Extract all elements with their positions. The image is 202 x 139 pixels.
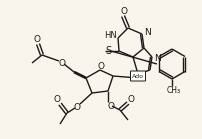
Text: O: O [73, 102, 80, 111]
Text: O: O [107, 101, 114, 111]
Text: N: N [144, 28, 151, 37]
Text: S: S [104, 46, 110, 56]
Text: Ado: Ado [131, 74, 143, 79]
Text: O: O [58, 59, 65, 68]
Text: O: O [97, 61, 104, 70]
Text: CH₃: CH₃ [166, 85, 180, 95]
Text: O: O [127, 95, 134, 104]
Text: N: N [154, 54, 161, 63]
Text: O: O [53, 95, 60, 104]
Text: O: O [33, 34, 40, 44]
Text: HN: HN [104, 30, 117, 39]
FancyBboxPatch shape [130, 71, 145, 81]
Text: O: O [120, 7, 127, 16]
